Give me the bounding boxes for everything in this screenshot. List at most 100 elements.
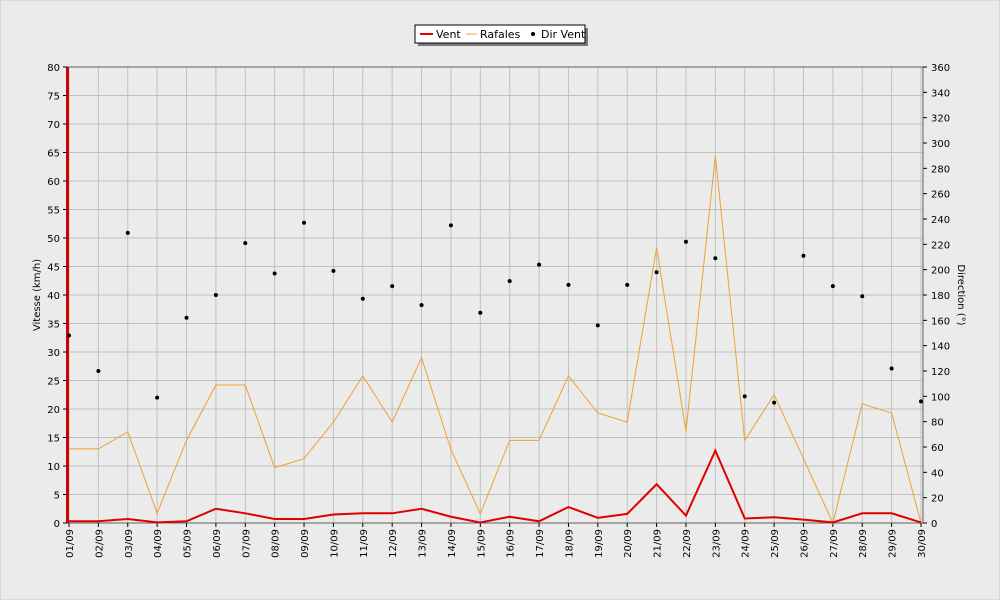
point-dir-vent — [772, 400, 777, 405]
point-dir-vent — [801, 253, 806, 258]
point-dir-vent — [243, 241, 248, 246]
y-left-tick-label: 75 — [47, 92, 60, 103]
x-tick-label: 30/09 — [917, 529, 928, 558]
x-tick-label: 26/09 — [799, 529, 810, 558]
y-left-tick-label: 65 — [47, 149, 60, 160]
point-dir-vent — [742, 394, 747, 399]
point-dir-vent — [625, 282, 630, 287]
x-tick-label: 20/09 — [623, 529, 634, 558]
x-tick-label: 02/09 — [94, 529, 105, 558]
y-left-tick-label: 20 — [47, 405, 60, 416]
legend: Vent Rafales Dir Vent — [414, 24, 588, 46]
point-dir-vent — [184, 315, 189, 320]
y-right-tick-label: 320 — [931, 114, 950, 125]
legend-label-vent: Vent — [436, 28, 461, 41]
y-right-tick-label: 120 — [931, 367, 950, 378]
y-left-tick-label: 25 — [47, 377, 60, 388]
y-right-tick-label: 360 — [931, 63, 950, 74]
right-axis-ticks: 0 20 40 60 80 100 120 140 160 180 200 220 240 260 280 3… — [923, 63, 950, 530]
point-dir-vent — [537, 262, 542, 267]
legend-swatch-dir-vent — [531, 32, 535, 36]
point-dir-vent — [507, 279, 512, 284]
x-tick-label: 23/09 — [711, 529, 722, 558]
x-tick-label: 21/09 — [653, 529, 664, 558]
y-left-tick-label: 0 — [54, 519, 60, 530]
series-layer — [67, 155, 923, 525]
point-dir-vent — [213, 293, 218, 297]
y-right-tick-label: 280 — [931, 164, 950, 175]
y-right-tick-label: 40 — [931, 468, 944, 479]
point-dir-vent — [155, 395, 160, 400]
y-left-tick-label: 70 — [47, 120, 60, 131]
x-tick-label: 11/09 — [359, 529, 370, 558]
y-right-tick-label: 300 — [931, 139, 950, 150]
y-right-tick-label: 140 — [931, 342, 950, 353]
y-right-tick-label: 180 — [931, 291, 950, 302]
y-left-tick-label: 35 — [47, 320, 60, 331]
point-dir-vent — [830, 284, 835, 289]
point-dir-vent — [919, 399, 923, 404]
y-right-tick-label: 20 — [931, 494, 944, 505]
x-axis-ticks: 01/09 02/09 03/09 04/09 05/09 06/09 07/09 08/09… — [65, 523, 928, 558]
point-dir-vent — [331, 268, 336, 273]
point-dir-vent — [478, 310, 483, 315]
x-tick-label: 04/09 — [153, 529, 164, 558]
y-left-tick-label: 15 — [47, 434, 60, 445]
x-tick-label: 16/09 — [506, 529, 517, 558]
x-tick-label: 09/09 — [300, 529, 311, 558]
y-left-tick-label: 40 — [47, 291, 60, 302]
legend-label-dir-vent: Dir Vent — [541, 28, 586, 41]
x-tick-label: 01/09 — [65, 529, 76, 558]
point-dir-vent — [302, 220, 307, 225]
y-left-tick-label: 45 — [47, 263, 60, 274]
y-left-tick-label: 5 — [54, 491, 60, 502]
x-tick-label: 05/09 — [183, 529, 194, 558]
point-dir-vent — [595, 323, 600, 328]
series-line-vent — [69, 448, 922, 524]
y-right-tick-label: 220 — [931, 240, 950, 251]
x-tick-label: 07/09 — [241, 529, 252, 558]
y-right-tick-label: 100 — [931, 392, 950, 403]
x-tick-label: 29/09 — [888, 529, 899, 558]
x-tick-label: 24/09 — [741, 529, 752, 558]
point-dir-vent — [96, 369, 101, 373]
x-tick-label: 13/09 — [418, 529, 429, 558]
y-left-tick-label: 80 — [47, 63, 60, 74]
y-right-tick-label: 200 — [931, 266, 950, 277]
point-dir-vent — [713, 256, 718, 261]
y-right-tick-label: 240 — [931, 215, 950, 226]
series-line-rafales — [69, 155, 922, 525]
y-right-tick-label: 80 — [931, 418, 944, 429]
x-tick-label: 06/09 — [212, 529, 223, 558]
x-tick-label: 22/09 — [682, 529, 693, 558]
x-tick-label: 18/09 — [564, 529, 575, 558]
legend-label-rafales: Rafales — [480, 28, 521, 41]
y-left-tick-label: 60 — [47, 177, 60, 188]
x-tick-label: 27/09 — [829, 529, 840, 558]
y-left-tick-label: 50 — [47, 234, 60, 245]
point-dir-vent — [889, 366, 894, 371]
y-left-tick-label: 10 — [47, 462, 60, 473]
x-tick-label: 14/09 — [447, 529, 458, 558]
point-dir-vent — [654, 270, 659, 275]
x-tick-label: 10/09 — [329, 529, 340, 558]
point-dir-vent — [272, 271, 277, 276]
point-dir-vent — [360, 296, 365, 301]
x-tick-label: 15/09 — [476, 529, 487, 558]
x-tick-label: 12/09 — [388, 529, 399, 558]
x-tick-label: 17/09 — [535, 529, 546, 558]
point-dir-vent — [67, 333, 71, 338]
x-tick-label: 08/09 — [271, 529, 282, 558]
y-axis-right-label: Direction (°) — [955, 264, 966, 325]
point-dir-vent — [566, 282, 571, 287]
left-axis-ticks: 0 5 10 15 20 25 30 35 40 45 50 55 60 65 70 75 80 — [47, 63, 67, 530]
point-dir-vent — [390, 284, 395, 289]
x-tick-label: 19/09 — [594, 529, 605, 558]
y-right-tick-label: 160 — [931, 316, 950, 327]
point-dir-vent — [419, 303, 424, 308]
left-accent-bar — [66, 67, 69, 523]
point-dir-vent — [125, 230, 130, 235]
y-left-tick-label: 30 — [47, 348, 60, 359]
x-tick-label: 28/09 — [858, 529, 869, 558]
